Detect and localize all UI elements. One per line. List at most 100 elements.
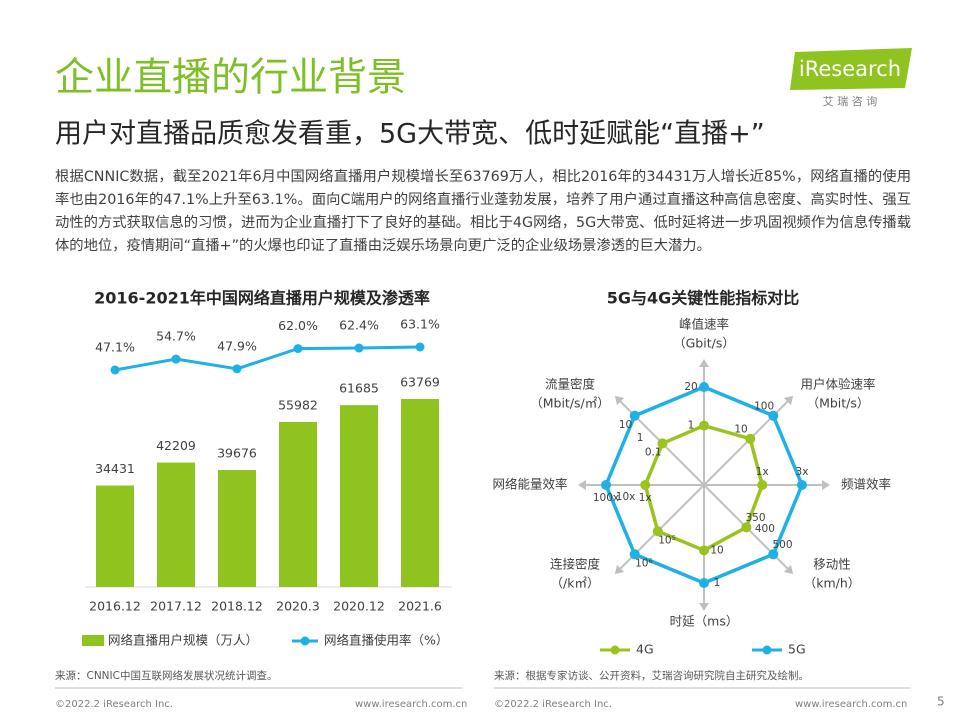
logo-name: iResearch [799,57,901,81]
axis-tick-label: 10x [616,491,636,503]
radar-point [768,410,779,421]
spoke-arrow [614,564,625,575]
line-point [354,343,364,353]
line-point [415,342,425,352]
radar-value-label: 1x [639,492,652,504]
line-point [232,364,242,374]
axis-label: 频谱效率 [841,477,891,492]
x-tick-label: 2021.6 [398,599,442,614]
radar-point [652,526,663,537]
radar-point [699,545,709,556]
spoke-arrow [578,480,586,490]
line-point [171,354,181,364]
radar-point [699,578,709,588]
legend-label: 网络直播用户规模（万人） [108,633,258,648]
bar-label: 55982 [278,397,318,412]
bar [157,462,195,587]
radar-point [629,410,640,421]
radar-value-label: 10⁶ [635,557,653,569]
bar-label: 63769 [400,375,440,390]
line-label: 63.1% [400,317,440,332]
spoke-arrow [699,603,709,611]
radar-value-label: 100 [754,401,774,413]
page-number: 5 [937,695,945,709]
legend-label: 网络直播使用率（%） [324,633,448,648]
url: www.iresearch.com.cn [355,699,467,710]
radar-point [657,438,668,449]
bar [218,470,256,587]
radar-value-label: 0.1 [645,447,662,459]
spoke-arrow [783,564,794,575]
spoke-arrow [699,359,709,367]
bar [96,485,134,587]
radar-value-label: 10 [710,544,723,556]
bar-label: 39676 [217,446,257,461]
x-tick-label: 2018.12 [211,599,263,614]
axis-label: 网络能量效率 [492,477,567,492]
bar [401,399,439,587]
source: 来源：根据专家访谈、公开资料，艾瑞咨询研究院自主研究及绘制。 [494,669,809,682]
radar-value-label: 10 [734,424,747,436]
bar [279,421,317,587]
x-tick-label: 2020.3 [276,599,320,614]
legend-marker [300,636,310,646]
spoke-arrow [822,480,830,490]
line-label: 47.1% [95,340,135,355]
radar-point [757,480,768,490]
spoke-arrow [783,395,794,406]
x-tick-label: 2017.12 [150,599,202,614]
axis-unit: （Mbit/s） [807,396,870,411]
bar [340,405,378,587]
radar-point [629,549,640,560]
axis-label: 峰值速率 [679,317,729,332]
axis-tick-label: 1 [637,432,644,444]
radar-value-label: 10 [619,419,632,431]
source: 来源：CNNIC中国互联网络发展状况统计调查。 [55,669,277,682]
spoke-arrow [614,395,625,406]
radar-point [745,433,756,444]
legend-marker [610,645,620,655]
body-text: 根据CNNIC数据，截至2021年6月中国网络直播用户规模增长至63769万人，… [55,169,911,254]
radar-point [741,522,752,533]
line [114,345,421,372]
chart-title: 2016-2021年中国网络直播用户规模及渗透率 [94,289,430,308]
axis-unit: （km/h） [804,576,861,591]
radar-point [797,480,807,490]
legend-marker [762,645,772,655]
radar-point [699,382,709,392]
line-point [110,365,120,375]
title: 企业直播的行业背景 [55,56,406,101]
bar-label: 61685 [339,381,379,396]
chart-title: 5G与4G关键性能指标对比 [607,289,800,308]
legend-label: 5G [788,642,806,657]
radar-value-label: 100x [593,492,619,504]
bar-label: 34431 [95,461,135,476]
radar-value-label: 3x [796,466,809,478]
axis-label: 时延（ms） [670,614,739,629]
line-label: 47.9% [217,338,257,353]
legend-swatch [82,635,104,646]
radar-point [601,480,611,490]
radar-value-label: 350 [745,512,765,524]
radar-point [768,549,779,560]
url: www.iresearch.com.cn [795,699,907,710]
axis-label: 用户体验速率 [800,377,875,392]
axis-label: 连接密度 [550,557,601,572]
radar-point [699,420,709,431]
radar-point [640,480,651,490]
axis-unit: （/k㎡） [551,576,600,591]
subtitle: 用户对直播品质愈发看重，5G大带宽、低时延赋能“直播+” [55,119,765,150]
radar-value-label: 500 [772,539,792,551]
radar-value-label: 1 [714,577,721,589]
axis-tick-label: 400 [755,523,775,535]
axis-unit: （Mbit/s/㎡） [530,396,610,411]
line-label: 62.0% [278,318,318,333]
copyright: ©2022.2 iResearch Inc. [55,699,173,710]
bar-label: 42209 [156,438,196,453]
line-label: 62.4% [339,318,379,333]
x-tick-label: 2016.12 [89,599,141,614]
copyright: ©2022.2 iResearch Inc. [494,699,612,710]
line-label: 54.7% [156,329,196,344]
